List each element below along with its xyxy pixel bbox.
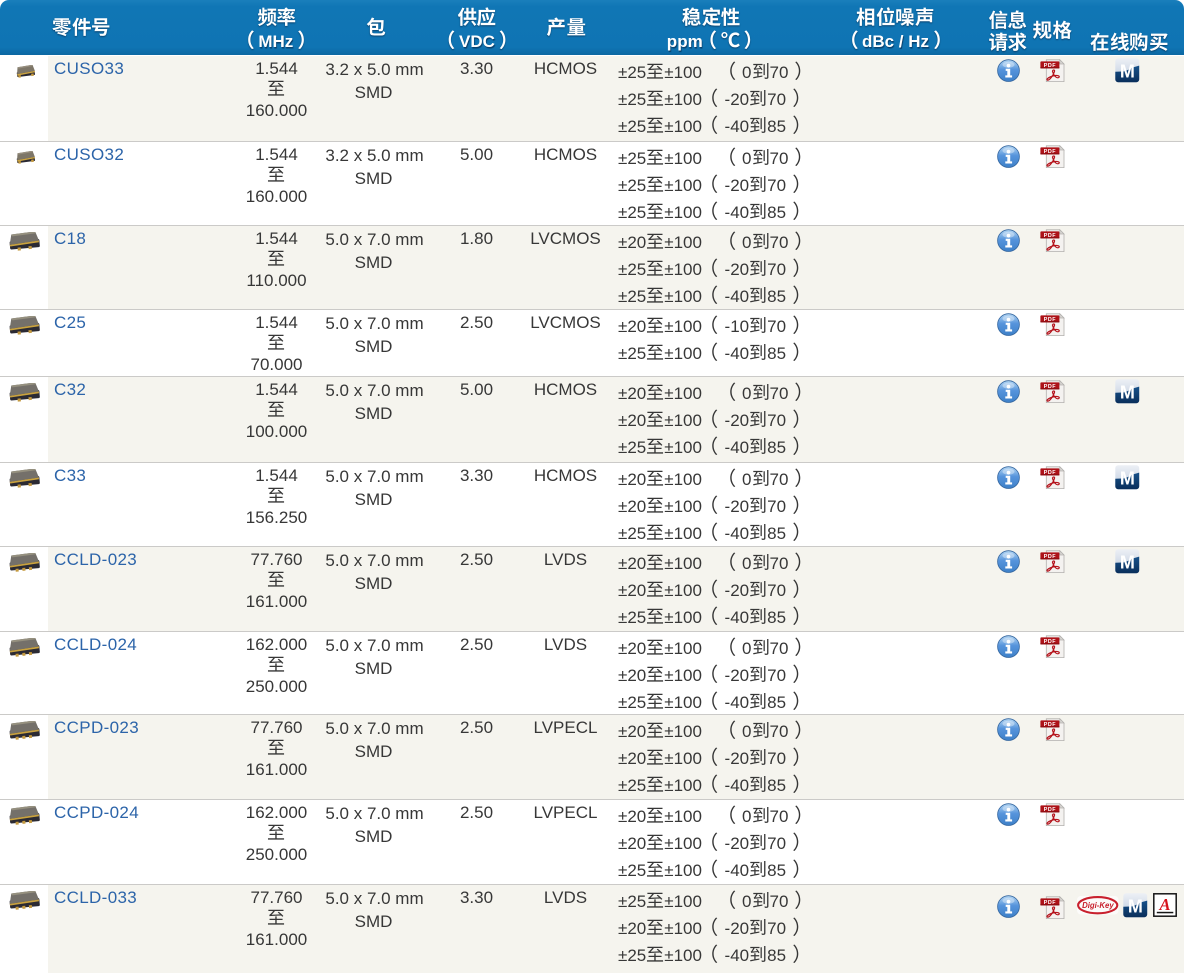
svg-text:A: A xyxy=(1159,895,1171,914)
svg-text:PDF: PDF xyxy=(1043,233,1055,239)
svg-text:PDF: PDF xyxy=(1043,63,1055,69)
svg-text:PDF: PDF xyxy=(1043,807,1055,813)
svg-text:M: M xyxy=(1120,553,1135,573)
svg-text:M: M xyxy=(1120,469,1135,489)
svg-text:PDF: PDF xyxy=(1043,384,1055,390)
svg-text:PDF: PDF xyxy=(1043,900,1055,906)
svg-text:PDF: PDF xyxy=(1043,317,1055,323)
svg-text:M: M xyxy=(1120,383,1135,403)
svg-text:PDF: PDF xyxy=(1043,554,1055,560)
svg-text:Digi-Key: Digi-Key xyxy=(1082,901,1114,910)
svg-text:M: M xyxy=(1128,896,1143,916)
svg-text:M: M xyxy=(1120,62,1135,82)
svg-text:PDF: PDF xyxy=(1043,722,1055,728)
svg-text:PDF: PDF xyxy=(1043,149,1055,155)
svg-text:PDF: PDF xyxy=(1043,470,1055,476)
svg-text:PDF: PDF xyxy=(1043,639,1055,645)
